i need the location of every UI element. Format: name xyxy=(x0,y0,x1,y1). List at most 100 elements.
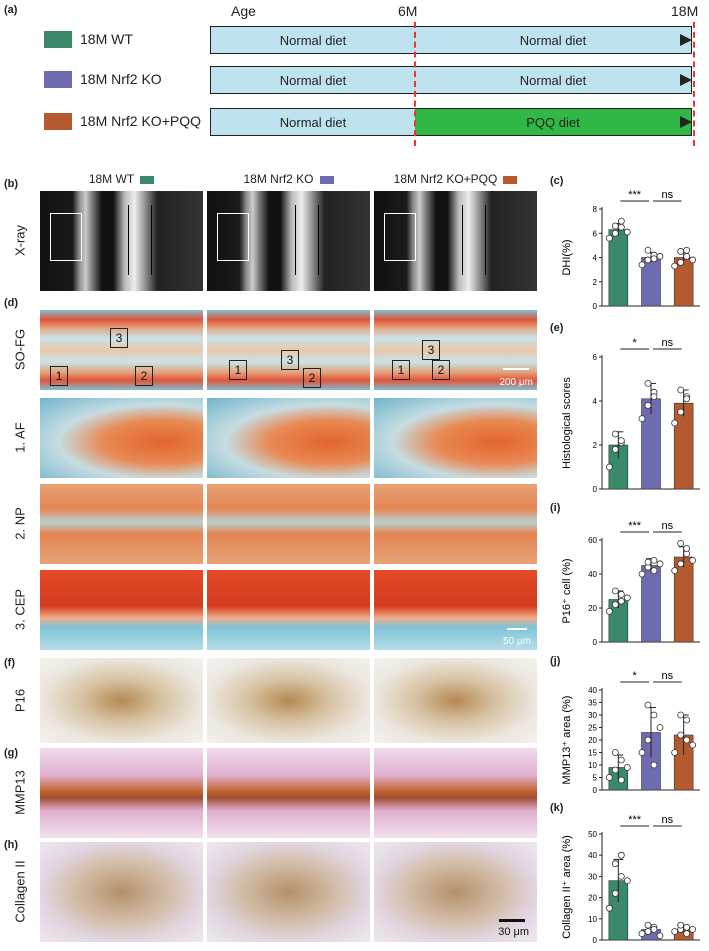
sig-label: * xyxy=(633,337,638,349)
panel-label-h: (h) xyxy=(4,839,19,851)
data-point xyxy=(617,597,625,605)
panel-label-g: (g) xyxy=(4,747,19,759)
y-tick-label: 5 xyxy=(593,774,598,783)
legend-swatch xyxy=(44,71,72,88)
data-point xyxy=(617,756,625,764)
group-color-swatch xyxy=(503,175,518,184)
column-label: 18M WT xyxy=(88,172,135,186)
scale-bar xyxy=(507,628,527,630)
data-point xyxy=(677,921,685,929)
segment-normal-diet: Normal diet xyxy=(211,67,415,93)
row-label-cep: 3. CEP xyxy=(12,588,28,631)
y-tick-label: 50 xyxy=(588,830,597,839)
legend-swatch xyxy=(44,113,72,130)
data-point xyxy=(677,539,685,547)
data-point xyxy=(650,926,658,933)
data-point xyxy=(677,731,685,739)
timeline-bar: Normal diet PQQ diet xyxy=(210,108,692,136)
data-point xyxy=(644,558,652,566)
panel-label-f: (f) xyxy=(4,657,15,669)
data-point xyxy=(605,608,613,615)
data-point xyxy=(677,711,685,719)
y-tick-label: 30 xyxy=(588,872,597,881)
arrow-head-icon xyxy=(680,34,692,46)
chart-e: Histological scores 0 2 4 6 * ns xyxy=(561,337,700,494)
y-axis-label: Histological scores xyxy=(561,377,573,469)
y-tick-label: 60 xyxy=(588,536,597,545)
measure-lines xyxy=(462,205,486,275)
bar-1 xyxy=(641,565,661,643)
chart-wrapper-i: P16⁺ cell (%) 0 20 40 60 *** ns xyxy=(558,518,708,648)
data-point xyxy=(605,774,613,781)
y-tick-label: 2 xyxy=(593,441,598,450)
group-color-swatch xyxy=(140,175,155,184)
sig-label: *** xyxy=(628,189,642,201)
y-tick-label: 20 xyxy=(588,736,597,745)
data-point xyxy=(611,749,619,756)
measure-lines xyxy=(295,205,319,275)
y-tick-label: 6 xyxy=(593,229,598,238)
data-point xyxy=(611,889,619,897)
timeline-bar: Normal diet Normal diet xyxy=(210,26,692,54)
mark-6m: 6M xyxy=(398,3,418,19)
group-color-swatch xyxy=(319,175,334,184)
image-af-0 xyxy=(40,398,203,478)
y-tick-label: 0 xyxy=(593,936,598,945)
data-point xyxy=(638,749,646,756)
y-tick-label: 30 xyxy=(588,711,597,720)
region-box-2: 2 xyxy=(135,366,153,386)
image-cep-1 xyxy=(207,570,370,650)
column-header: 18M Nrf2 KO xyxy=(207,172,370,186)
data-point xyxy=(650,255,658,263)
image-p16-1 xyxy=(207,658,370,743)
y-tick-label: 20 xyxy=(588,604,597,613)
row-label-p16: P16 xyxy=(12,688,28,712)
image-col2-1 xyxy=(207,842,370,942)
data-point xyxy=(656,252,664,260)
data-point xyxy=(611,222,619,230)
zoom-box xyxy=(50,213,82,261)
region-box-3: 3 xyxy=(422,340,440,360)
scale-bar xyxy=(503,368,529,370)
data-point xyxy=(683,923,691,931)
scale-bar xyxy=(499,919,525,922)
chart-k: Collagen II⁺ area (%) 0 10 20 30 40 50 *** ns xyxy=(561,814,700,945)
chart-wrapper-k: Collagen II⁺ area (%) 0 10 20 30 40 50 *** ns xyxy=(558,812,708,946)
panel-label-d: (d) xyxy=(4,297,19,309)
image-p16-0 xyxy=(40,658,203,743)
y-tick-label: 40 xyxy=(588,686,597,695)
data-point xyxy=(611,601,619,608)
mark-18m: 18M xyxy=(671,3,699,19)
panel-label-j: (j) xyxy=(550,655,561,667)
data-point xyxy=(644,736,652,744)
image-xray-1 xyxy=(207,191,370,291)
zoom-box xyxy=(217,213,249,261)
row-label-col2: Collagen II xyxy=(12,860,28,923)
sig-label: *** xyxy=(628,814,642,826)
row-label-xray: X-ray xyxy=(12,224,28,257)
data-point xyxy=(611,446,619,453)
data-point xyxy=(671,928,679,935)
data-point xyxy=(671,262,679,270)
image-sofg-2: 1 2 3 200 μm xyxy=(374,310,537,390)
chart-wrapper-j: MMP13⁺ area (%) 0 5 10 15 20 25 30 35 40 * ns xyxy=(558,668,708,796)
image-af-2 xyxy=(374,398,537,478)
y-axis-label: MMP13⁺ area (%) xyxy=(561,696,573,785)
data-point xyxy=(683,395,691,403)
sig-label: ns xyxy=(662,189,674,201)
chart-wrapper-c: DHI(%) 0 2 4 6 8 *** ns xyxy=(558,187,708,312)
data-point xyxy=(689,741,697,749)
data-point xyxy=(611,229,619,237)
image-xray-2 xyxy=(374,191,537,291)
data-point xyxy=(623,877,631,885)
data-point xyxy=(611,766,619,774)
data-point xyxy=(644,701,652,709)
data-point xyxy=(683,246,691,254)
image-mmp13-0 xyxy=(40,748,203,838)
image-np-0 xyxy=(40,484,203,564)
chart-wrapper-e: Histological scores 0 2 4 6 * ns xyxy=(558,335,708,495)
data-point xyxy=(689,256,697,264)
data-point xyxy=(650,711,658,719)
